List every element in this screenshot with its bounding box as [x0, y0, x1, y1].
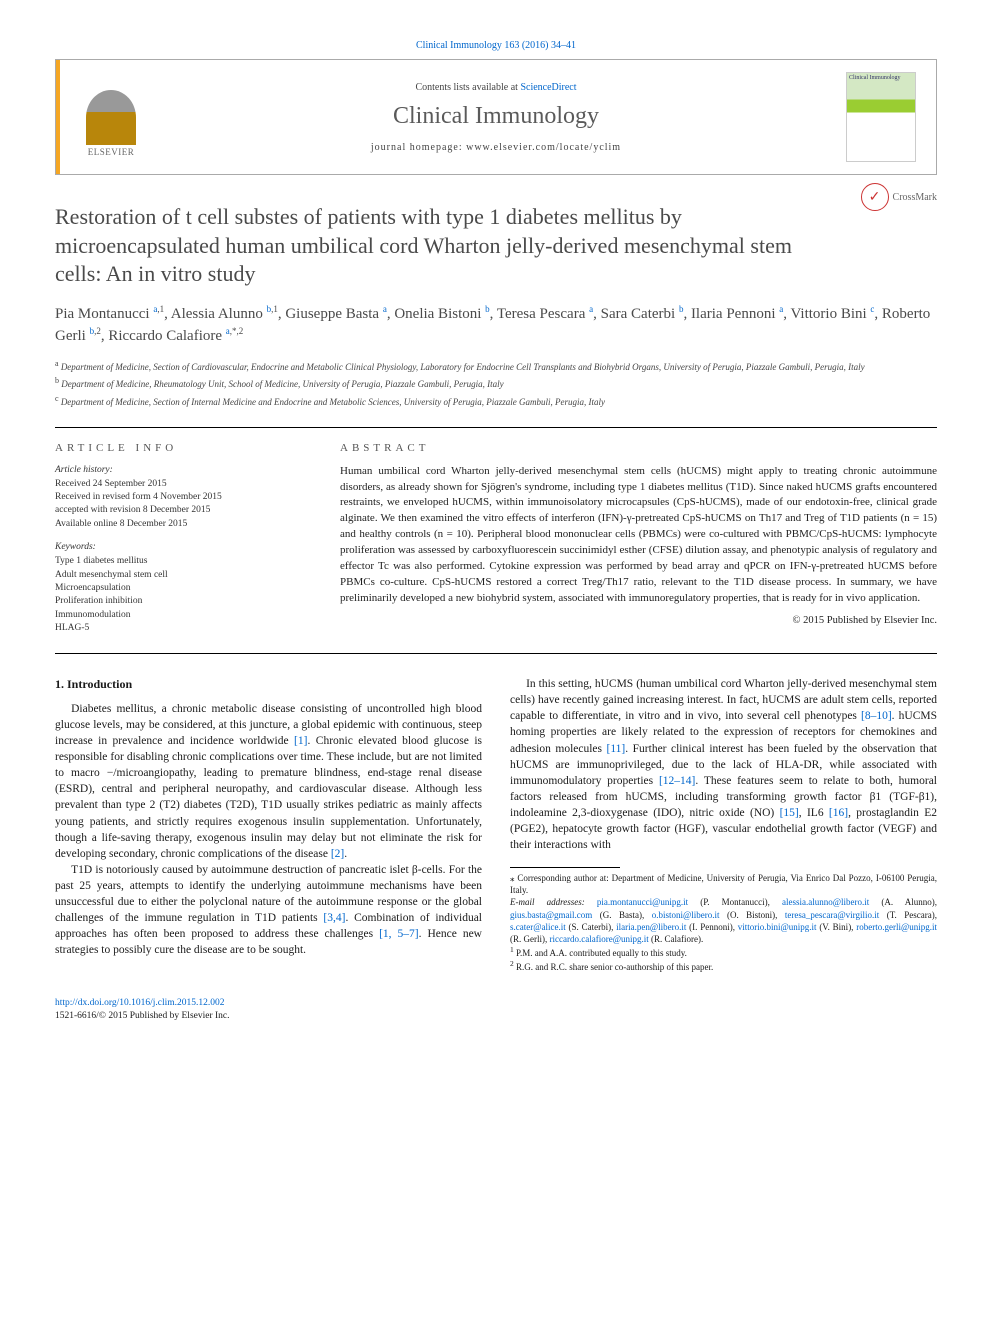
footnotes: ⁎ Corresponding author at: Department of…: [510, 872, 937, 973]
email-link[interactable]: teresa_pescara@virgilio.it: [777, 910, 879, 920]
contents-line: Contents lists available at ScienceDirec…: [166, 82, 826, 93]
keyword: Type 1 diabetes mellitus: [55, 555, 310, 568]
email-link[interactable]: gius.basta@gmail.com: [510, 910, 592, 920]
article-info-label: article info: [55, 442, 310, 454]
abstract-copyright: © 2015 Published by Elsevier Inc.: [340, 615, 937, 626]
corresponding-author: ⁎ Corresponding author at: Department of…: [510, 872, 937, 896]
citation-link[interactable]: Clinical Immunology 163 (2016) 34–41: [416, 40, 576, 51]
abstract-label: abstract: [340, 442, 937, 454]
homepage-link[interactable]: www.elsevier.com/locate/yclim: [466, 142, 621, 153]
publisher-logo: ELSEVIER: [76, 77, 146, 157]
history-line: Received in revised form 4 November 2015: [55, 491, 310, 504]
email-link[interactable]: roberto.gerli@unipg.it: [853, 922, 937, 932]
keyword: Adult mesenchymal stem cell: [55, 569, 310, 582]
footnote-2: 2 R.G. and R.C. share senior co-authorsh…: [510, 959, 937, 973]
body-paragraph: In this setting, hUCMS (human umbilical …: [510, 676, 937, 853]
doi-block: http://dx.doi.org/10.1016/j.clim.2015.12…: [55, 997, 937, 1022]
top-citation: Clinical Immunology 163 (2016) 34–41: [55, 40, 937, 51]
body-paragraph: Diabetes mellitus, a chronic metabolic d…: [55, 701, 482, 862]
sciencedirect-link[interactable]: ScienceDirect: [520, 82, 576, 93]
email-link[interactable]: pia.montanucci@unipg.it: [597, 897, 688, 907]
keyword: Immunomodulation: [55, 609, 310, 622]
ref-link[interactable]: [11]: [607, 743, 626, 755]
keyword: Proliferation inhibition: [55, 595, 310, 608]
email-link[interactable]: vittorio.bini@unipg.it: [735, 922, 817, 932]
elsevier-tree-icon: [86, 90, 136, 145]
history-line: Available online 8 December 2015: [55, 518, 310, 531]
history-label: Article history:: [55, 464, 310, 477]
issn-copyright: 1521-6616/© 2015 Published by Elsevier I…: [55, 1011, 230, 1021]
author-list: Pia Montanucci a,1, Alessia Alunno b,1, …: [55, 303, 937, 348]
journal-header: ELSEVIER Contents lists available at Sci…: [55, 59, 937, 175]
email-label: E-mail addresses:: [510, 897, 585, 907]
affiliation: b Department of Medicine, Rheumatology U…: [55, 375, 937, 391]
footnote-rule: [510, 867, 620, 868]
doi-link[interactable]: http://dx.doi.org/10.1016/j.clim.2015.12…: [55, 998, 225, 1008]
contents-prefix: Contents lists available at: [415, 82, 520, 93]
homepage-line: journal homepage: www.elsevier.com/locat…: [166, 142, 826, 153]
email-link[interactable]: s.cater@alice.it: [510, 922, 566, 932]
ref-link[interactable]: [8–10]: [861, 710, 892, 722]
body-paragraph: T1D is notoriously caused by autoimmune …: [55, 862, 482, 959]
crossmark-icon: ✓: [861, 183, 889, 211]
email-link[interactable]: o.bistoni@libero.it: [644, 910, 719, 920]
affiliation: c Department of Medicine, Section of Int…: [55, 393, 937, 409]
email-link[interactable]: ilaria.pen@libero.it: [613, 922, 686, 932]
article-title: Restoration of t cell substes of patient…: [55, 203, 937, 289]
ref-link[interactable]: [2]: [331, 848, 344, 860]
journal-cover-thumb: Clinical Immunology: [846, 72, 916, 162]
accent-bar: [56, 60, 60, 174]
ref-link[interactable]: [15]: [780, 807, 799, 819]
affiliation: a Department of Medicine, Section of Car…: [55, 358, 937, 374]
publisher-name: ELSEVIER: [88, 147, 135, 157]
crossmark-badge[interactable]: ✓ CrossMark: [861, 183, 937, 211]
divider: [55, 653, 937, 654]
abstract-text: Human umbilical cord Wharton jelly-deriv…: [340, 464, 937, 607]
history-line: Received 24 September 2015: [55, 478, 310, 491]
email-link[interactable]: alessia.alunno@libero.it: [770, 897, 869, 907]
journal-name: Clinical Immunology: [166, 103, 826, 130]
keyword: HLAG-5: [55, 622, 310, 635]
divider: [55, 427, 937, 428]
email-block: E-mail addresses: pia.montanucci@unipg.i…: [510, 896, 937, 945]
crossmark-label: CrossMark: [893, 192, 937, 203]
ref-link[interactable]: [1, 5–7]: [379, 928, 419, 940]
ref-link[interactable]: [16]: [829, 807, 848, 819]
keywords-label: Keywords:: [55, 541, 310, 554]
ref-link[interactable]: [3,4]: [323, 912, 345, 924]
ref-link[interactable]: [1]: [294, 735, 307, 747]
history-line: accepted with revision 8 December 2015: [55, 504, 310, 517]
footnote-1: 1 P.M. and A.A. contributed equally to t…: [510, 945, 937, 959]
intro-heading: 1. Introduction: [55, 676, 482, 693]
ref-link[interactable]: [12–14]: [659, 775, 695, 787]
keyword: Microencapsulation: [55, 582, 310, 595]
email-link[interactable]: riccardo.calafiore@unipg.it: [547, 934, 649, 944]
homepage-prefix: journal homepage:: [371, 142, 466, 153]
